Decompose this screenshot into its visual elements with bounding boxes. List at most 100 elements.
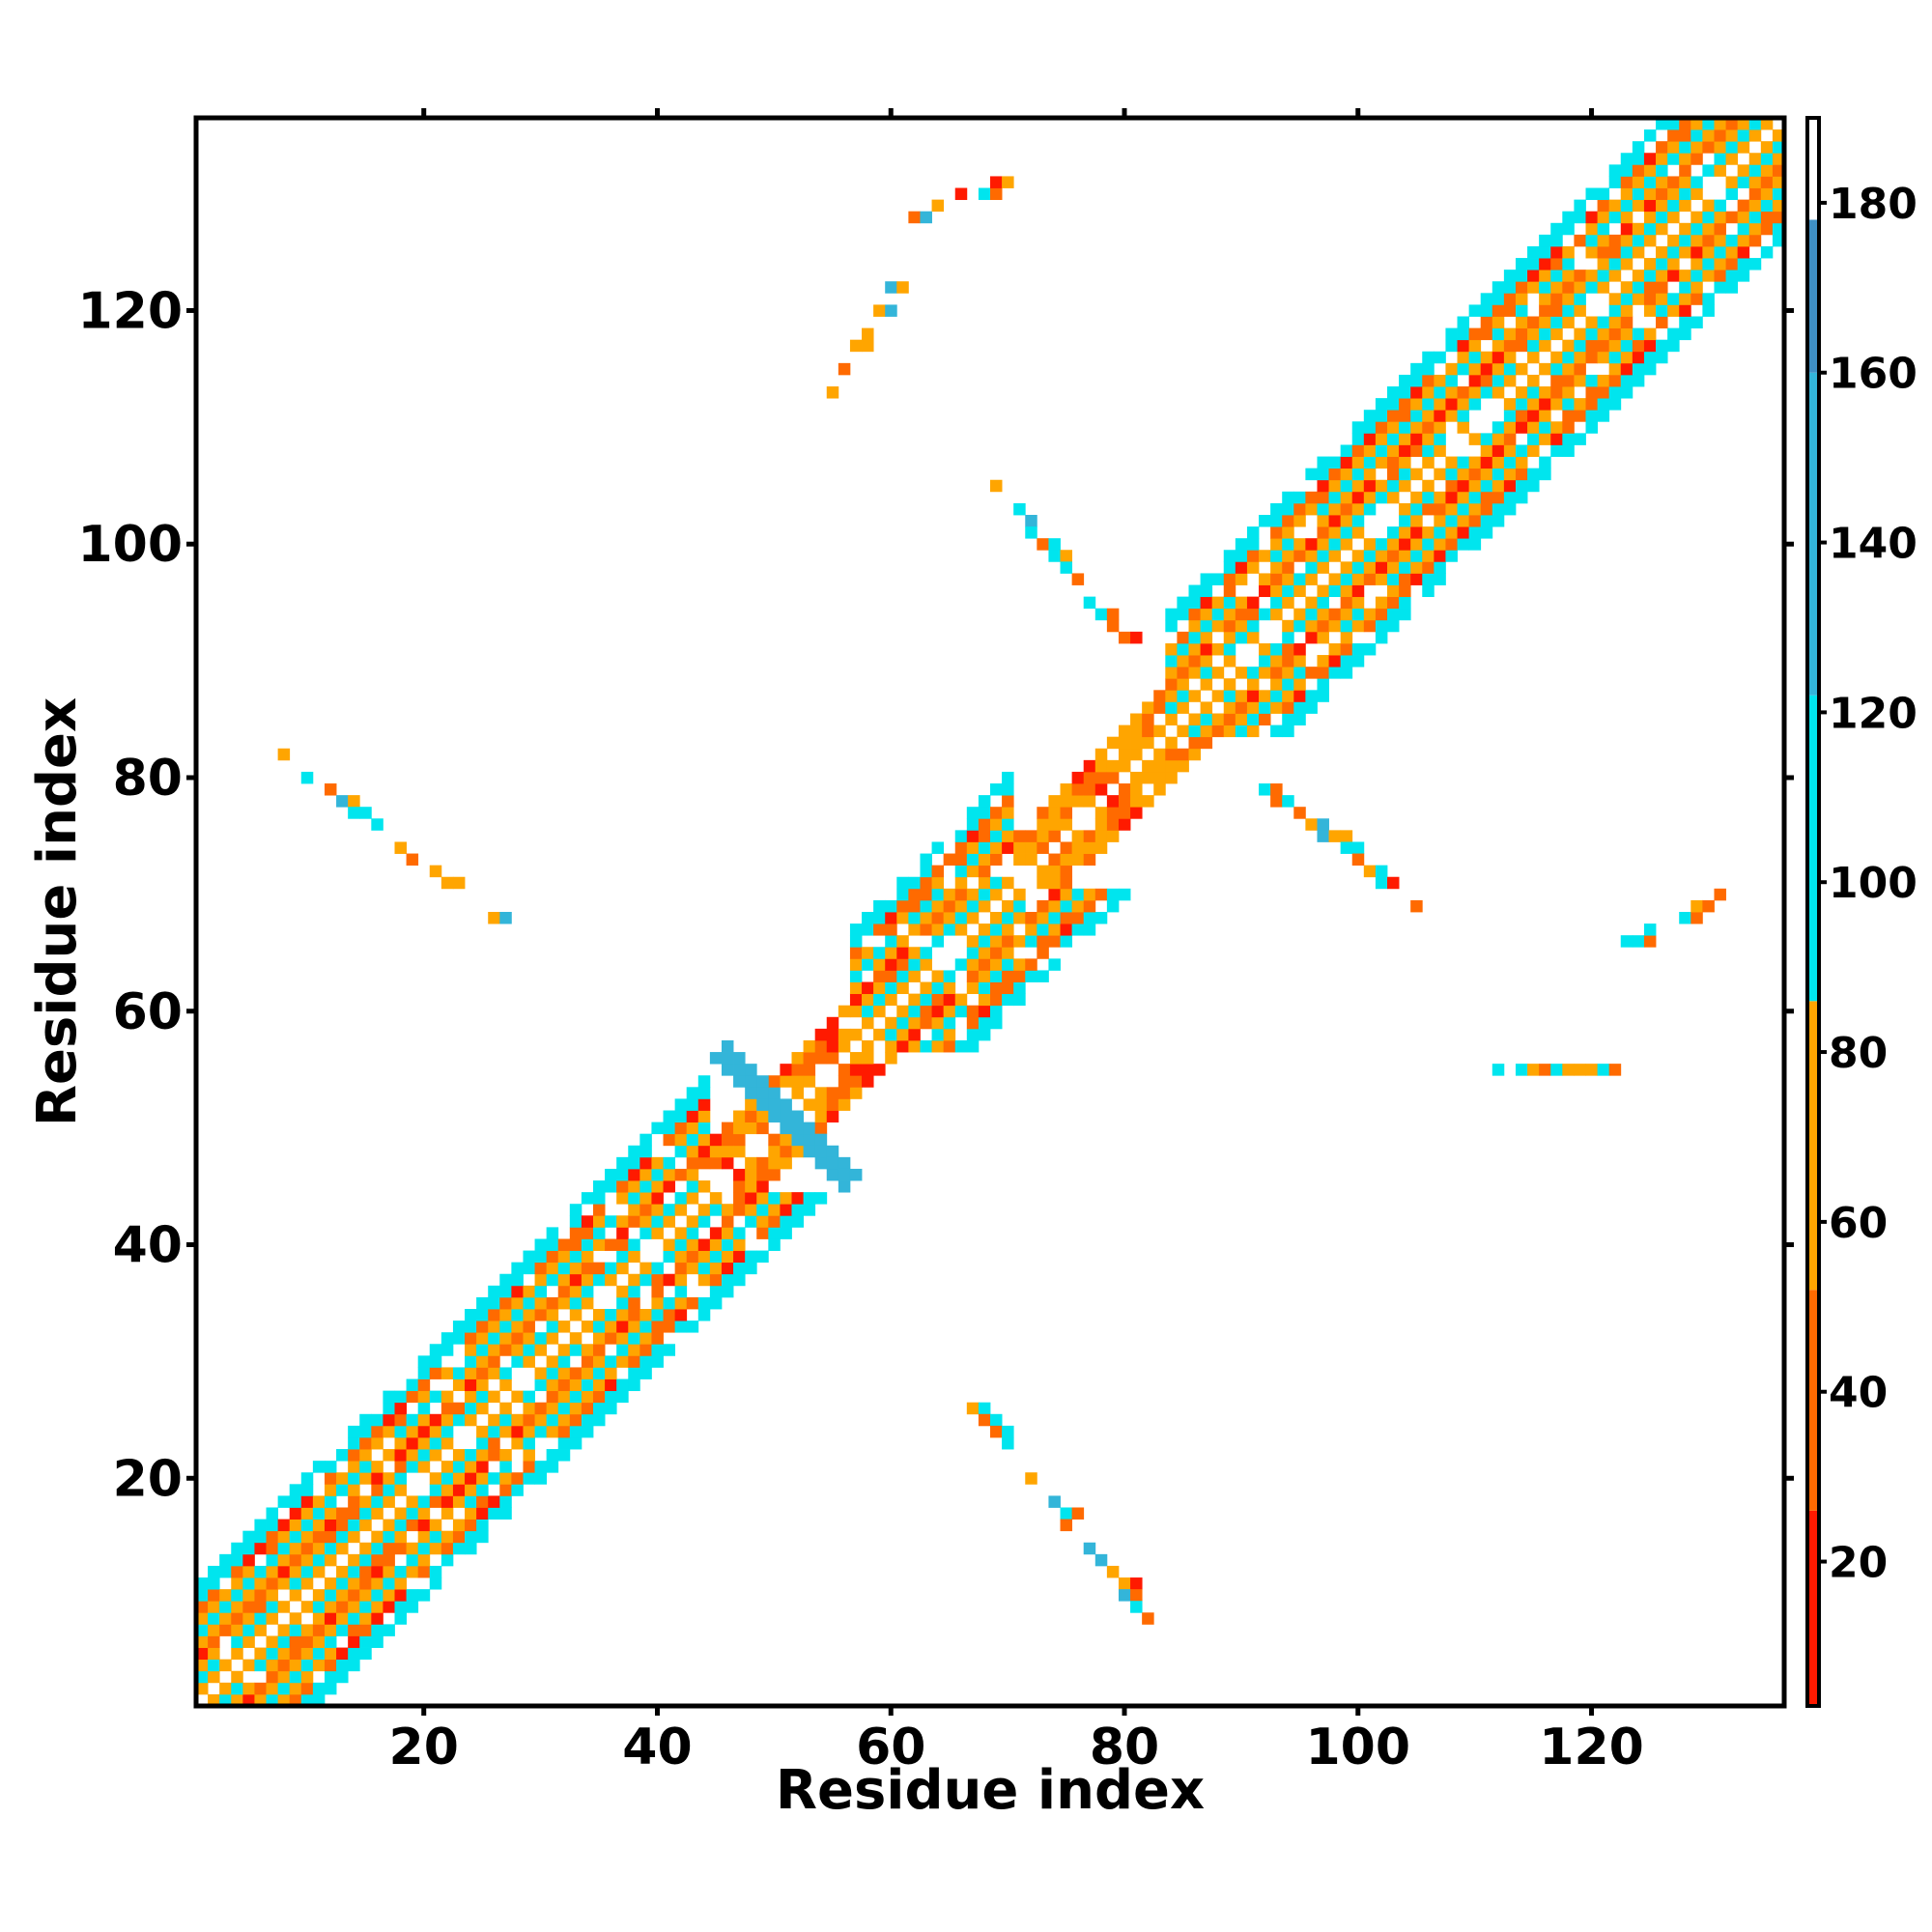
heatmap-cell [1013, 935, 1026, 948]
heatmap-cell [1340, 608, 1353, 621]
heatmap-cell [1165, 759, 1178, 773]
heatmap-cell [277, 1519, 291, 1532]
heatmap-cell [943, 899, 956, 913]
heatmap-cell [1106, 795, 1120, 808]
heatmap-cell [1527, 316, 1540, 328]
heatmap-cell [593, 1180, 606, 1193]
heatmap-cell [277, 1577, 291, 1590]
heatmap-cell [383, 1495, 395, 1508]
heatmap-cell [1340, 479, 1353, 493]
heatmap-cell [499, 1321, 512, 1333]
heatmap-cell [1328, 515, 1342, 527]
heatmap-cell [452, 1472, 466, 1485]
heatmap-cell [1574, 281, 1586, 294]
heatmap-cell [1223, 701, 1236, 714]
heatmap-cell [1690, 258, 1703, 270]
heatmap-cell [1259, 515, 1271, 527]
heatmap-cell [674, 1133, 688, 1147]
heatmap-cell [1328, 502, 1342, 516]
heatmap-cell [780, 1064, 792, 1076]
heatmap-cell [1305, 573, 1318, 585]
heatmap-cell [709, 1192, 723, 1205]
heatmap-cell [990, 923, 1003, 936]
heatmap-cell [371, 1589, 384, 1602]
heatmap-cell [429, 1565, 442, 1578]
heatmap-cell [978, 888, 991, 901]
heatmap-cell [1259, 584, 1271, 598]
heatmap-cell [1667, 245, 1680, 259]
heatmap-cell [721, 1052, 734, 1065]
heatmap-cell [208, 1635, 220, 1648]
heatmap-cell [733, 1133, 746, 1147]
heatmap-cell [1690, 899, 1703, 913]
heatmap-cell [348, 1519, 360, 1532]
heatmap-cell [1515, 258, 1528, 270]
heatmap-cell [1211, 619, 1225, 633]
heatmap-cell [348, 1635, 360, 1648]
heatmap-cell [1620, 199, 1634, 213]
heatmap-cell [324, 1635, 337, 1648]
heatmap-cell [1748, 187, 1762, 201]
heatmap-cell [1667, 153, 1680, 165]
heatmap-cell [1574, 304, 1586, 317]
heatmap-cell [978, 841, 991, 854]
heatmap-cell [429, 1542, 442, 1555]
heatmap-cell [849, 993, 863, 1007]
heatmap-cell [523, 1355, 535, 1368]
heatmap-cell [1188, 736, 1201, 750]
heatmap-cell [1656, 118, 1668, 130]
heatmap-cell [1048, 1495, 1061, 1508]
heatmap-cell [1468, 386, 1482, 399]
heatmap-cell [1363, 456, 1377, 469]
heatmap-cell [849, 970, 863, 982]
heatmap-cell [1714, 245, 1726, 259]
colorbar-band [1807, 372, 1819, 696]
heatmap-cell [709, 1133, 723, 1147]
heatmap-cell [429, 1449, 442, 1462]
heatmap-cell [639, 1332, 652, 1345]
heatmap-cell [756, 1087, 769, 1099]
heatmap-cell [499, 1507, 512, 1520]
heatmap-cell [417, 1436, 431, 1450]
heatmap-cell [1574, 362, 1586, 376]
heatmap-cell [1351, 456, 1365, 469]
heatmap-cell [1399, 608, 1411, 621]
heatmap-cell [581, 1344, 594, 1356]
heatmap-cell [978, 807, 991, 819]
heatmap-cell [990, 935, 1003, 948]
heatmap-cell [1293, 667, 1306, 679]
heatmap-cell [289, 1647, 302, 1661]
heatmap-cell [663, 1122, 676, 1135]
heatmap-cell [1643, 270, 1657, 282]
heatmap-cell [1515, 468, 1528, 481]
heatmap-cell [1620, 386, 1634, 399]
heatmap-cell [1608, 304, 1622, 317]
heatmap-cell [1772, 211, 1785, 224]
heatmap-cell [1585, 374, 1598, 387]
heatmap-cell [1690, 293, 1703, 305]
heatmap-cell [546, 1402, 559, 1415]
heatmap-cell [359, 1495, 372, 1508]
x-tick-label: 120 [1539, 1719, 1644, 1776]
heatmap-cell [1667, 211, 1680, 224]
heatmap-cell [1562, 270, 1575, 282]
heatmap-cell [593, 1378, 606, 1392]
heatmap-cell [651, 1332, 664, 1345]
heatmap-cell [242, 1542, 255, 1555]
heatmap-cell [1200, 667, 1213, 679]
heatmap-cell [1002, 912, 1014, 924]
heatmap-cell [1597, 281, 1610, 294]
heatmap-cell [1060, 561, 1073, 574]
heatmap-cell [546, 1227, 559, 1239]
heatmap-cell [1153, 771, 1166, 784]
heatmap-cell [523, 1332, 535, 1345]
heatmap-cell [1363, 538, 1377, 551]
heatmap-cell [1293, 701, 1306, 714]
heatmap-cell [1737, 270, 1750, 282]
heatmap-cell [1562, 351, 1575, 364]
heatmap-cell [417, 1507, 431, 1520]
heatmap-cell [1235, 550, 1248, 562]
heatmap-cell [721, 1156, 734, 1170]
heatmap-cell [1527, 410, 1540, 422]
heatmap-cell [465, 1449, 477, 1462]
